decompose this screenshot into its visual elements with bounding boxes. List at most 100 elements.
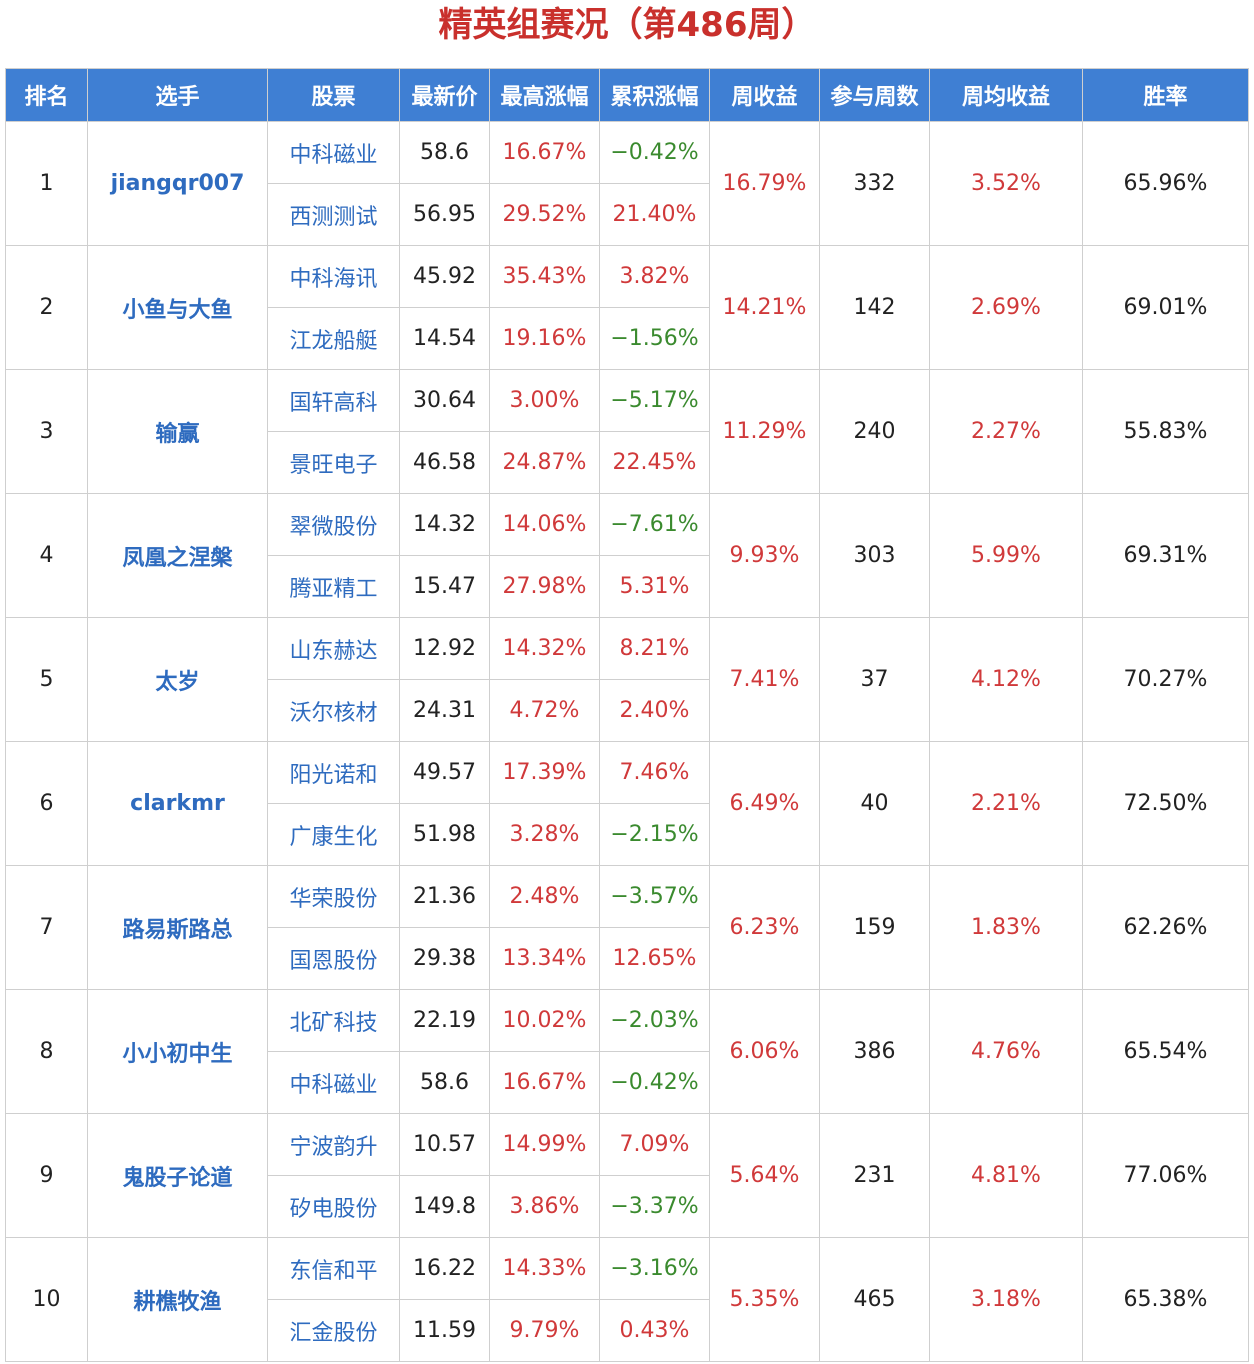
table-row: 7 路易斯路总 华荣股份 21.36 2.48% −3.57% 6.23% 159 1.83% 6… bbox=[5, 865, 1249, 990]
header-max-gain[interactable]: 最高涨幅 bbox=[489, 68, 600, 122]
avg-return-cell: 2.69% bbox=[929, 245, 1083, 370]
stock-name-cell[interactable]: 国恩股份 bbox=[267, 927, 400, 990]
stock-name-cell[interactable]: 汇金股份 bbox=[267, 1299, 400, 1362]
price-cell: 14.54 bbox=[399, 307, 490, 370]
header-avg-return[interactable]: 周均收益 bbox=[929, 68, 1083, 122]
avg-return-cell: 3.52% bbox=[929, 121, 1083, 246]
max-gain-cell: 24.87% bbox=[489, 431, 600, 494]
table-row: 8 小小初中生 北矿科技 22.19 10.02% −2.03% 6.06% 386 4.76%… bbox=[5, 989, 1249, 1114]
stock-name-cell[interactable]: 腾亚精工 bbox=[267, 555, 400, 618]
max-gain-cell: 4.72% bbox=[489, 679, 600, 742]
header-player[interactable]: 选手 bbox=[87, 68, 268, 122]
table-row: 4 凤凰之涅槃 翠微股份 14.32 14.06% −7.61% 9.93% 303 5.99%… bbox=[5, 493, 1249, 618]
max-gain-cell: 17.39% bbox=[489, 741, 600, 804]
max-gain-cell: 9.79% bbox=[489, 1299, 600, 1362]
avg-return-cell: 2.21% bbox=[929, 741, 1083, 866]
header-stock[interactable]: 股票 bbox=[267, 68, 400, 122]
max-gain-cell: 2.48% bbox=[489, 865, 600, 928]
table-row: 1 jiangqr007 中科磁业 58.6 16.67% −0.42% 16.79% 332… bbox=[5, 121, 1249, 246]
table-row: 10 耕樵牧渔 东信和平 16.22 14.33% −3.16% 5.35% 465 3.18%… bbox=[5, 1237, 1249, 1362]
stock-name-cell[interactable]: 华荣股份 bbox=[267, 865, 400, 928]
win-rate-cell: 77.06% bbox=[1082, 1113, 1249, 1238]
player-name-cell[interactable]: jiangqr007 bbox=[87, 121, 268, 246]
table-row: 江龙船艇 14.54 19.16% −1.56% bbox=[6, 307, 1249, 370]
avg-return-cell: 1.83% bbox=[929, 865, 1083, 990]
stock-name-cell[interactable]: 国轩高科 bbox=[267, 369, 400, 432]
stock-name-cell[interactable]: 中科海讯 bbox=[267, 245, 400, 308]
table-row: 景旺电子 46.58 24.87% 22.45% bbox=[6, 431, 1249, 494]
weeks-cell: 303 bbox=[819, 493, 930, 618]
rank-cell: 4 bbox=[5, 493, 88, 618]
max-gain-cell: 27.98% bbox=[489, 555, 600, 618]
weekly-return-cell: 6.49% bbox=[709, 741, 820, 866]
stock-name-cell[interactable]: 景旺电子 bbox=[267, 431, 400, 494]
price-cell: 16.22 bbox=[399, 1237, 490, 1300]
weekly-return-cell: 11.29% bbox=[709, 369, 820, 494]
cum-gain-cell: −3.37% bbox=[599, 1175, 710, 1238]
player-name-cell[interactable]: 凤凰之涅槃 bbox=[87, 493, 268, 618]
max-gain-cell: 13.34% bbox=[489, 927, 600, 990]
avg-return-cell: 4.76% bbox=[929, 989, 1083, 1114]
win-rate-cell: 65.54% bbox=[1082, 989, 1249, 1114]
header-weeks[interactable]: 参与周数 bbox=[819, 68, 930, 122]
avg-return-cell: 3.18% bbox=[929, 1237, 1083, 1362]
stock-name-cell[interactable]: 西测测试 bbox=[267, 183, 400, 246]
rank-cell: 10 bbox=[5, 1237, 88, 1362]
player-name-cell[interactable]: 太岁 bbox=[87, 617, 268, 742]
price-cell: 58.6 bbox=[399, 121, 490, 184]
stock-name-cell[interactable]: 东信和平 bbox=[267, 1237, 400, 1300]
cum-gain-cell: 5.31% bbox=[599, 555, 710, 618]
avg-return-cell: 5.99% bbox=[929, 493, 1083, 618]
table-row: 3 输赢 国轩高科 30.64 3.00% −5.17% 11.29% 240 2.27% 55.… bbox=[5, 369, 1249, 494]
weeks-cell: 40 bbox=[819, 741, 930, 866]
win-rate-cell: 55.83% bbox=[1082, 369, 1249, 494]
header-price[interactable]: 最新价 bbox=[399, 68, 490, 122]
header-cum-gain[interactable]: 累积涨幅 bbox=[599, 68, 710, 122]
cum-gain-cell: 21.40% bbox=[599, 183, 710, 246]
stock-name-cell[interactable]: 宁波韵升 bbox=[267, 1113, 400, 1176]
max-gain-cell: 14.06% bbox=[489, 493, 600, 556]
weekly-return-cell: 14.21% bbox=[709, 245, 820, 370]
max-gain-cell: 35.43% bbox=[489, 245, 600, 308]
cum-gain-cell: −5.17% bbox=[599, 369, 710, 432]
weeks-cell: 332 bbox=[819, 121, 930, 246]
stock-name-cell[interactable]: 阳光诺和 bbox=[267, 741, 400, 804]
rank-cell: 2 bbox=[5, 245, 88, 370]
max-gain-cell: 14.99% bbox=[489, 1113, 600, 1176]
player-name-cell[interactable]: 小鱼与大鱼 bbox=[87, 245, 268, 370]
stock-name-cell[interactable]: 中科磁业 bbox=[267, 1051, 400, 1114]
win-rate-cell: 69.01% bbox=[1082, 245, 1249, 370]
table-row: 国恩股份 29.38 13.34% 12.65% bbox=[6, 927, 1249, 990]
rank-cell: 8 bbox=[5, 989, 88, 1114]
header-weekly-return[interactable]: 周收益 bbox=[709, 68, 820, 122]
stock-name-cell[interactable]: 北矿科技 bbox=[267, 989, 400, 1052]
price-cell: 49.57 bbox=[399, 741, 490, 804]
stock-name-cell[interactable]: 矽电股份 bbox=[267, 1175, 400, 1238]
table-body: 1 jiangqr007 中科磁业 58.6 16.67% −0.42% 16.79% 332… bbox=[5, 121, 1249, 1362]
ranking-table: 排名 选手 股票 最新价 最高涨幅 累积涨幅 周收益 参与周数 周均收益 胜率 … bbox=[5, 68, 1249, 1362]
weeks-cell: 37 bbox=[819, 617, 930, 742]
player-name-cell[interactable]: 耕樵牧渔 bbox=[87, 1237, 268, 1362]
rank-cell: 9 bbox=[5, 1113, 88, 1238]
stock-name-cell[interactable]: 山东赫达 bbox=[267, 617, 400, 680]
player-name-cell[interactable]: 路易斯路总 bbox=[87, 865, 268, 990]
stock-name-cell[interactable]: 江龙船艇 bbox=[267, 307, 400, 370]
stock-name-cell[interactable]: 广康生化 bbox=[267, 803, 400, 866]
price-cell: 24.31 bbox=[399, 679, 490, 742]
player-name-cell[interactable]: 输赢 bbox=[87, 369, 268, 494]
price-cell: 149.8 bbox=[399, 1175, 490, 1238]
player-name-cell[interactable]: 鬼股子论道 bbox=[87, 1113, 268, 1238]
header-rank[interactable]: 排名 bbox=[5, 68, 88, 122]
win-rate-cell: 69.31% bbox=[1082, 493, 1249, 618]
table-row: 9 鬼股子论道 宁波韵升 10.57 14.99% 7.09% 5.64% 231 4.81% 7… bbox=[5, 1113, 1249, 1238]
player-name-cell[interactable]: 小小初中生 bbox=[87, 989, 268, 1114]
player-name-cell[interactable]: clarkmr bbox=[87, 741, 268, 866]
table-row: 2 小鱼与大鱼 中科海讯 45.92 35.43% 3.82% 14.21% 142 2.69%… bbox=[5, 245, 1249, 370]
avg-return-cell: 2.27% bbox=[929, 369, 1083, 494]
stock-name-cell[interactable]: 中科磁业 bbox=[267, 121, 400, 184]
header-win-rate[interactable]: 胜率 bbox=[1082, 68, 1249, 122]
stock-name-cell[interactable]: 沃尔核材 bbox=[267, 679, 400, 742]
weeks-cell: 240 bbox=[819, 369, 930, 494]
stock-name-cell[interactable]: 翠微股份 bbox=[267, 493, 400, 556]
header-row: 排名 选手 股票 最新价 最高涨幅 累积涨幅 周收益 参与周数 周均收益 胜率 bbox=[5, 68, 1249, 122]
